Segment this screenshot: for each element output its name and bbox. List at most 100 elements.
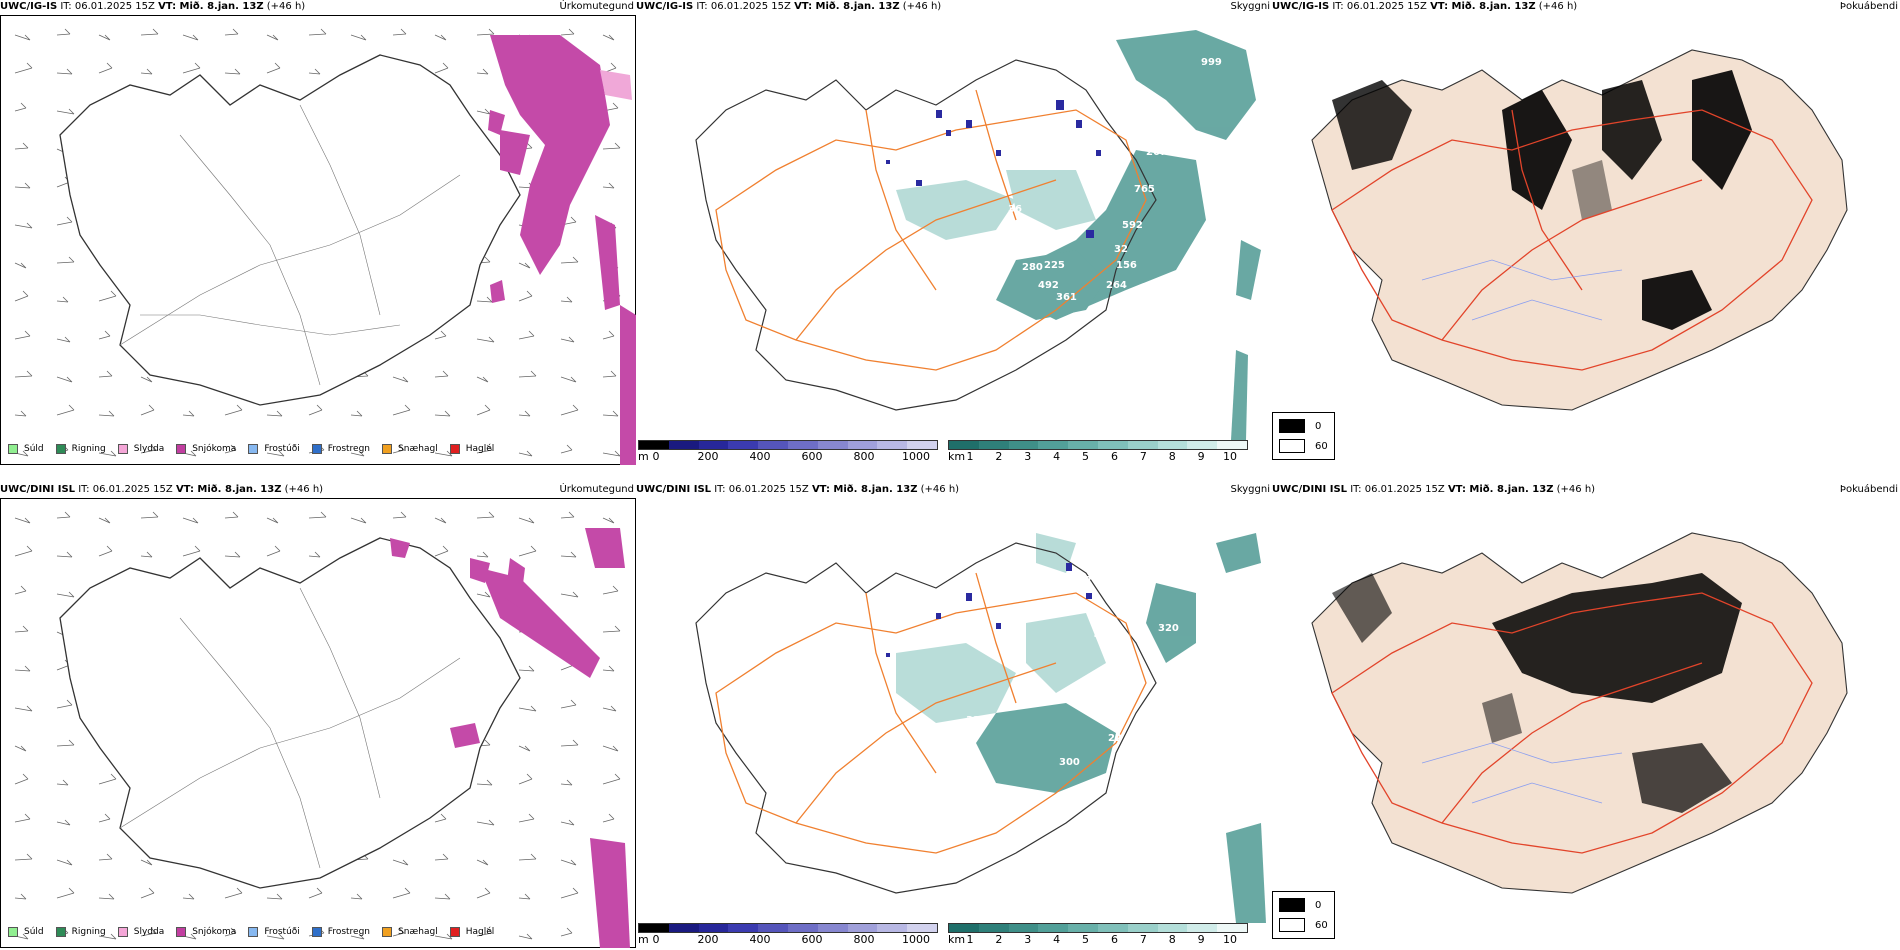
wind-barb (308, 887, 323, 899)
colorbar-segment (1097, 924, 1128, 932)
colorbar-segment (1157, 924, 1188, 932)
visibility-unit: km (948, 933, 966, 946)
wind-barb (14, 517, 31, 524)
colorbar-segment (1127, 441, 1158, 449)
wind-barb (518, 893, 531, 900)
snow-areas (390, 528, 630, 948)
panel-title: Úrkomutegund (559, 1, 634, 12)
wind-barb (56, 591, 75, 598)
init-time: IT: 06.01.2025 15Z (60, 1, 155, 12)
wind-barb (98, 290, 117, 302)
wind-barb (560, 927, 573, 937)
iceland-outline (695, 59, 1157, 411)
precip-legend-item: Rigning (55, 927, 106, 937)
wind-barb (560, 699, 577, 709)
legend-swatch (248, 444, 259, 454)
colorbar-tick: 800 (853, 450, 875, 463)
legend-label: Frostúði (264, 444, 300, 454)
wind-barb (308, 28, 327, 36)
colorbar-segment (847, 441, 878, 449)
lead-time: (+46 h) (920, 484, 960, 495)
panel-title: Þokuábendi (1839, 484, 1898, 495)
model-label: UWC/IG-IS (1272, 1, 1330, 12)
wind-barb (182, 517, 199, 524)
wind-barb (350, 933, 365, 940)
wind-barb (182, 893, 195, 900)
wind-barb (392, 927, 405, 937)
wind-barb (392, 444, 405, 454)
wind-barb (602, 517, 615, 524)
model-label: UWC/DINI ISL (636, 484, 712, 495)
precip-legend-item: Slydda (117, 927, 164, 937)
wind-barb (350, 517, 367, 524)
legend-label: Snjókoma (192, 927, 237, 937)
wind-barb (560, 28, 575, 36)
valid-time: VT: Mið. 8.jan. 13Z (1447, 484, 1554, 495)
wind-barb (98, 370, 113, 378)
low-visibility-areas (976, 533, 1266, 923)
wind-barb (560, 296, 573, 303)
wind-barb (14, 330, 31, 340)
wind-barb (560, 444, 573, 454)
colorbar-tick: 600 (801, 450, 823, 463)
wind-barb (560, 376, 577, 383)
panel-title: Þokuábendi (1839, 1, 1898, 12)
wind-barb (266, 62, 281, 74)
panel-title: Úrkomutegund (559, 484, 634, 495)
wind-barb (98, 330, 111, 340)
colorbar-segment (978, 441, 1009, 449)
wind-barb (14, 290, 29, 302)
legend-swatch (55, 927, 66, 937)
wind-barb (476, 296, 493, 303)
wind-barb (434, 853, 449, 861)
wind-barb (140, 404, 155, 416)
visibility-colorbar: 1 2 3 4 5 6 7 8 9 10 km (948, 440, 1248, 464)
precip-map (14, 28, 636, 465)
wind-barb (518, 410, 531, 417)
cloud-base-labels: 999 213 267 765 592 32 156 264 361 280 225 492 36 20 (1008, 57, 1222, 303)
wind-barb (14, 745, 27, 752)
wind-barb (602, 773, 621, 785)
colorbar-segment (1217, 924, 1247, 932)
legend-label: Frostregn (327, 444, 371, 454)
panel-precip-type-igis: UWC/IG-IS IT: 06.01.2025 15Z VT: Mið. 8.… (0, 0, 636, 470)
wind-barb (434, 933, 453, 940)
wind-barb (98, 62, 113, 74)
wind-barb (266, 517, 279, 524)
cloud-base-label: 156 (1116, 260, 1137, 271)
wind-barb (602, 34, 615, 41)
colorbar-tick: 0 (652, 450, 660, 463)
legend-label: Súld (24, 444, 44, 454)
colorbar-tick: 1 (966, 450, 974, 463)
visibility-map: 999 213 267 765 592 32 156 264 361 280 225 492 36 20 (695, 30, 1261, 440)
legend-label: 0 (1315, 899, 1322, 911)
wind-barb (308, 404, 323, 416)
wind-barb (140, 444, 157, 454)
colorbar-tick: 6 (1110, 450, 1118, 463)
colorbar-tick: 6 (1110, 933, 1118, 946)
legend-swatch (382, 927, 393, 937)
colorbar-segment (639, 924, 669, 932)
colorbar-tick: 5 (1082, 933, 1090, 946)
legend-label: Snjókoma (192, 444, 237, 454)
wind-barb (518, 665, 535, 672)
model-label: UWC/DINI ISL (0, 484, 76, 495)
wind-barb (56, 859, 73, 866)
wind-barb (56, 108, 75, 115)
panel-header: UWC/DINI ISL IT: 06.01.2025 15Z VT: Mið.… (1272, 483, 1595, 499)
colorbar-tick: 8 (1168, 933, 1176, 946)
cloud-base-label: 22 (1078, 575, 1092, 586)
init-time: IT: 06.01.2025 15Z (696, 1, 791, 12)
cloud-base-label: 52 (1164, 703, 1178, 714)
cloudbase-colorbar: 0 200 400 600 800 1000 m (638, 923, 938, 947)
cloud-base-label: 320 (1158, 623, 1179, 634)
precip-legend-item: Snjókoma (176, 444, 236, 454)
colorbar-segment (1068, 924, 1098, 932)
map-roads (119, 104, 461, 386)
panel-title: Skyggni (1230, 484, 1270, 495)
wind-barb (224, 887, 243, 899)
visibility-unit: km (948, 450, 966, 463)
wind-barb (518, 262, 531, 269)
wind-barb (14, 893, 27, 900)
colorbar-tick: 5 (1082, 450, 1090, 463)
